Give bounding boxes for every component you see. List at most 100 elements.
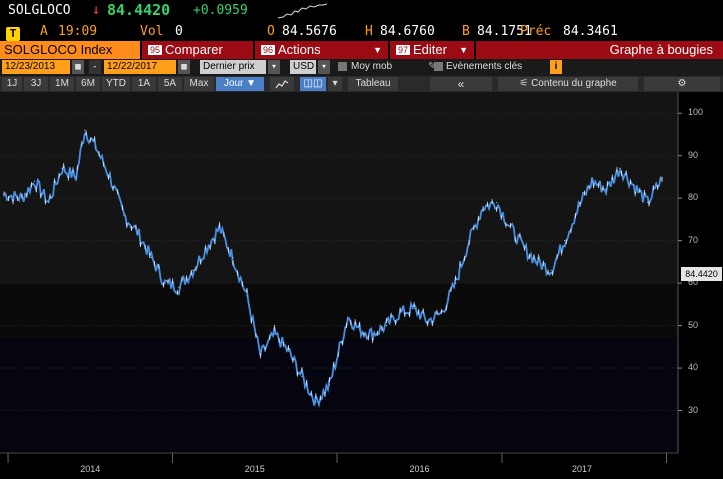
period-button-1m[interactable]: 1M [50,77,74,91]
chevron-down-icon[interactable]: ▾ [328,77,342,91]
currency-select[interactable]: USD [290,60,316,74]
data-point [591,180,593,182]
realtime-t-icon: T [6,24,20,41]
data-point [136,231,139,233]
data-point [75,176,77,178]
moving-avg-checkbox[interactable] [338,62,347,71]
info-icon[interactable]: i [550,60,562,74]
y-tick-label: 40 [688,362,699,373]
data-point [413,308,415,310]
data-point [605,189,607,191]
data-point [328,384,330,386]
frequency-select[interactable]: Jour ▼ [216,77,264,91]
data-point [441,312,443,314]
data-point [550,269,552,271]
data-point [536,261,538,263]
chart-type-label: Graphe à bougies [476,41,723,59]
edit-button[interactable]: 97 Editer ▼ [390,41,474,59]
moving-avg-label: Moy mob [351,61,393,72]
chart-band-upper [0,92,678,284]
pencil-icon[interactable]: ✎ [428,61,437,72]
data-point [358,329,361,331]
data-point [192,269,194,271]
price-field-select[interactable]: Dernier prix [200,60,266,74]
data-point [48,201,50,204]
chevron-down-icon[interactable]: ▾ [318,60,330,74]
high-value: 84.6760 [380,24,435,39]
data-point [21,197,23,199]
y-tick-label: 30 [688,404,699,415]
compare-button[interactable]: 95 Comparer [142,41,253,59]
x-tick-label: 2016 [409,464,430,474]
data-point [372,333,374,335]
data-point [340,341,342,344]
last-price-tag: 84.4420 [681,267,722,281]
table-button[interactable]: Tableau [348,77,398,91]
period-button-ytd[interactable]: YTD [102,77,130,91]
period-button-6m[interactable]: 6M [76,77,100,91]
end-date-field[interactable]: 12/22/2017 [104,60,176,74]
line-chart-icon[interactable] [270,77,294,91]
calendar-icon[interactable]: ▦ [178,60,190,74]
actions-button[interactable]: 96 Actions ▼ [255,41,388,59]
x-tick-label: 2015 [244,464,265,474]
candle-chart-icon[interactable]: ◫◫ [300,77,326,91]
collapse-icon[interactable]: « [430,77,492,91]
security-field[interactable]: SOLGLOCO Index [0,41,140,59]
y-tick-label: 90 [688,149,699,160]
low-value: 84.1751 [477,24,532,39]
data-point [386,324,388,327]
y-tick-label: 70 [688,234,699,245]
chart-icon: ⚟ [519,78,532,89]
open-label: O [267,24,275,39]
chevron-down-icon: ▼ [459,45,468,55]
data-point [495,201,498,204]
date-separator: - [89,60,101,74]
vol-value: 0 [175,24,183,39]
gear-icon[interactable]: ⚙ [644,77,720,91]
period-button-5y[interactable]: 5A [158,77,182,91]
data-point [454,282,457,284]
chart-canvas[interactable] [0,92,723,479]
start-date-field[interactable]: 12/23/2013 [2,60,70,74]
data-point [218,227,221,229]
data-point [301,375,303,378]
last-price: 84.4420 [107,1,171,19]
calendar-icon[interactable]: ▦ [72,60,84,74]
data-point [578,206,580,208]
data-point [427,320,429,322]
events-checkbox[interactable] [434,62,443,71]
period-button-max[interactable]: Max [184,77,214,91]
data-point [109,176,111,178]
data-point [633,184,635,187]
data-point [150,257,152,259]
last-time: 19:09 [58,24,98,39]
data-point [661,178,663,180]
vol-label: Vol [140,24,164,39]
data-point [232,257,234,259]
data-point [164,282,166,284]
data-point [34,180,36,182]
down-arrow-icon: ↓ [92,2,101,18]
chevron-down-icon[interactable]: ▾ [268,60,280,74]
period-button-3d[interactable]: 3J [24,77,48,91]
price-change: +0.0959 [193,3,248,18]
price-chart[interactable]: 30 40 50 60 70 80 90 100 2014 2015 2016 2017 84.44… [0,92,723,479]
period-button-1d[interactable]: 1J [2,77,22,91]
high-label: H [365,24,373,39]
y-tick-label: 80 [688,192,699,203]
data-point [399,312,401,314]
ticker-symbol: SOLGLOCO [8,3,71,18]
data-point [246,295,248,297]
data-point [123,214,125,216]
data-point [259,354,262,356]
menu-bar: SOLGLOCO Index 95 Comparer 96 Actions ▼ 97 E… [0,41,723,59]
data-point [646,201,649,204]
data-point [204,248,207,250]
sparkline-icon [278,3,328,19]
open-value: 84.5676 [282,24,337,39]
data-point [509,227,512,229]
period-button-1y[interactable]: 1A [132,77,156,91]
data-point [84,129,86,131]
chart-contents-button[interactable]: ⚟ Contenu du graphe [498,77,638,91]
